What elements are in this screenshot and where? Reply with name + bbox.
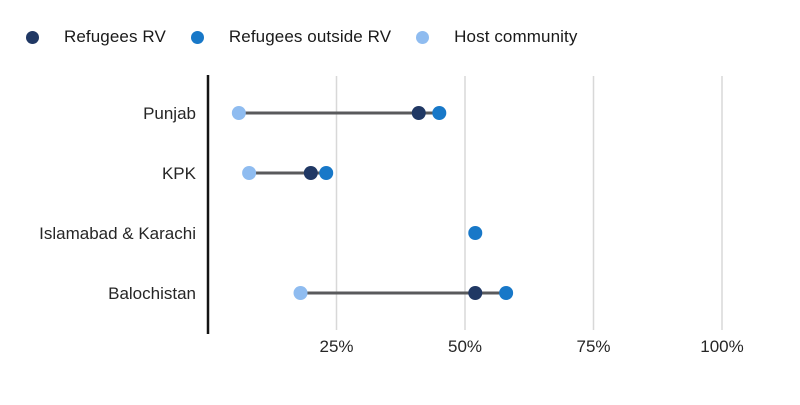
category-label: Balochistan <box>108 284 196 303</box>
legend-swatch-refugees-outside-rv-icon <box>190 30 204 44</box>
data-dot <box>319 166 334 180</box>
x-tick-label-25%: 25% <box>319 337 353 356</box>
legend-item-host-community[interactable]: Host community <box>416 27 577 47</box>
x-tick-label-50%: 50% <box>448 337 482 356</box>
data-dot <box>411 106 426 120</box>
data-dot <box>231 106 246 120</box>
data-dot <box>432 106 447 120</box>
legend-label-refugees-rv: Refugees RV <box>64 27 166 46</box>
legend-swatch-host-community-icon <box>416 30 430 44</box>
x-tick-label-100%: 100% <box>700 337 743 356</box>
x-tick-label-75%: 75% <box>576 337 610 356</box>
data-dot <box>293 286 308 300</box>
legend-swatch-refugees-rv-icon <box>26 30 39 44</box>
data-dot <box>499 286 514 300</box>
legend-item-refugees-outside-rv[interactable]: Refugees outside RV <box>190 27 392 47</box>
data-dot <box>468 286 483 300</box>
category-label: Punjab <box>143 104 196 123</box>
data-dot <box>468 226 483 240</box>
category-label: Islamabad & Karachi <box>39 224 196 243</box>
category-label: KPK <box>162 164 197 183</box>
legend-label-refugees-outside-rv: Refugees outside RV <box>228 27 392 46</box>
data-dot <box>303 166 318 180</box>
legend-label-host-community: Host community <box>454 27 578 46</box>
legend-item-refugees-rv[interactable]: Refugees RV <box>26 27 166 47</box>
data-dot <box>242 166 257 180</box>
legend: Refugees RV Refugees outside RV Host com… <box>26 27 577 47</box>
